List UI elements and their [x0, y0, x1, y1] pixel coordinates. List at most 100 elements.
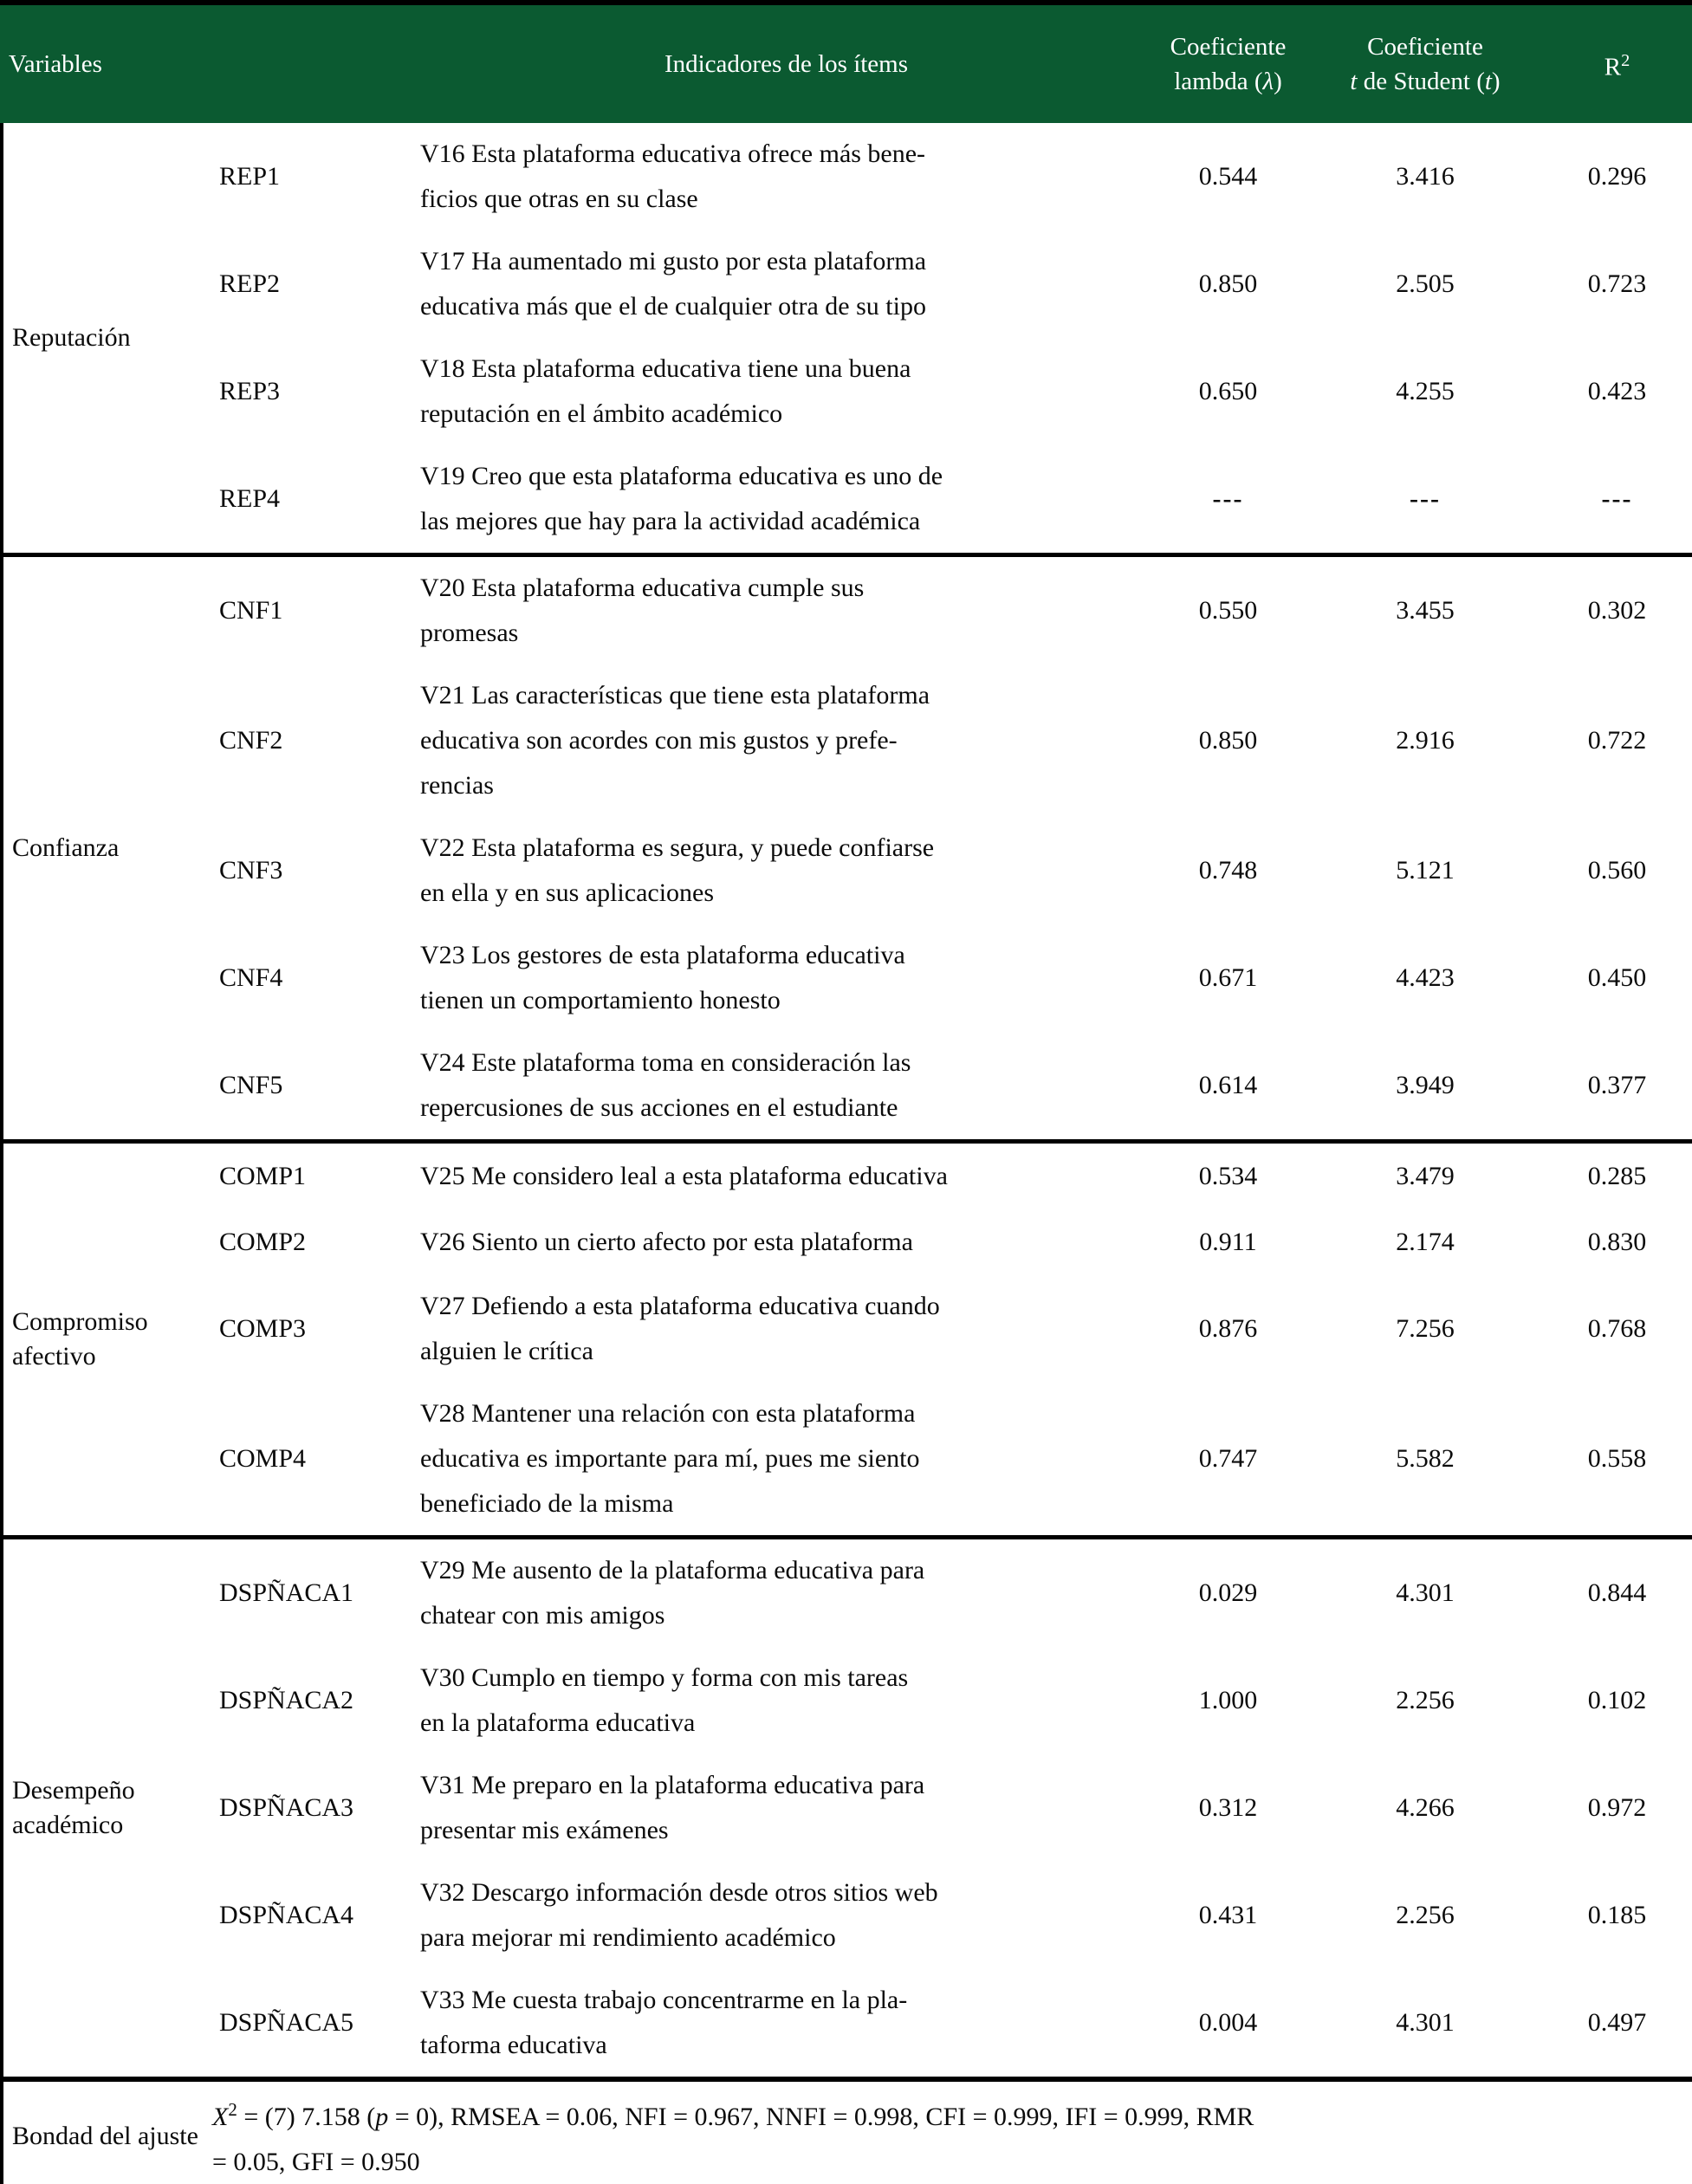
- item-code: COMP2: [219, 1228, 307, 1256]
- lambda-value: 0.431: [1152, 1870, 1304, 1960]
- fit-row-label: Bondad del ajuste: [3, 2087, 212, 2184]
- t-value: 4.266: [1304, 1763, 1546, 1853]
- t-value-text: 2.256: [1396, 1686, 1455, 1714]
- table-row: COMP4 V28 Mantener una relación con esta…: [212, 1383, 1692, 1535]
- lambda-value-text: 0.747: [1198, 1444, 1258, 1473]
- t-value: 2.256: [1304, 1870, 1546, 1960]
- section-variable-label-text: Confianza: [12, 833, 120, 862]
- r2-value: 0.497: [1546, 1978, 1688, 2068]
- lambda-value: 0.748: [1152, 826, 1304, 916]
- r2-value-text: 0.830: [1587, 1228, 1647, 1256]
- table-row: REP2 V17 Ha aumentado mi gusto por esta …: [212, 230, 1692, 338]
- table-row: DSPÑACA4 V32 Descargo información desde …: [212, 1862, 1692, 1969]
- table-row: CNF4 V23 Los gestores de esta plataforma…: [212, 924, 1692, 1032]
- item-text-content: V17 Ha aumentado mi gusto por esta plata…: [420, 247, 927, 321]
- item-text: V22 Esta plataforma es segura, y puede c…: [420, 826, 1152, 916]
- section-variable-label: Confianza: [3, 557, 212, 1139]
- col-header-indicators: Indicadores de los ítems: [664, 50, 909, 78]
- t-value-text: 3.455: [1396, 596, 1455, 625]
- lambda-value: 0.850: [1152, 673, 1304, 808]
- t-value: 2.256: [1304, 1656, 1546, 1746]
- item-text: V17 Ha aumentado mi gusto por esta plata…: [420, 239, 1152, 329]
- table-row: COMP3 V27 Defiendo a esta plataforma edu…: [212, 1275, 1692, 1383]
- item-code: COMP4: [219, 1444, 307, 1473]
- item-text: V21 Las características que tiene esta p…: [420, 673, 1152, 808]
- r2-value-text: 0.558: [1587, 1444, 1647, 1473]
- item-text-content: V25 Me considero leal a esta plataforma …: [420, 1162, 948, 1190]
- r2-value-text: 0.723: [1587, 269, 1647, 298]
- item-text-content: V29 Me ausento de la plataforma educativ…: [420, 1556, 925, 1630]
- t-value: 2.174: [1304, 1218, 1546, 1267]
- t-value-text: 2.174: [1396, 1228, 1455, 1256]
- r2-value: 0.302: [1546, 566, 1688, 656]
- section-rows: DSPÑACA1 V29 Me ausento de la plataforma…: [212, 1539, 1692, 2077]
- lambda-value-text: 0.650: [1198, 377, 1258, 405]
- lambda-value-text: 0.550: [1198, 596, 1258, 625]
- lambda-value: 0.550: [1152, 566, 1304, 656]
- item-code: DSPÑACA2: [219, 1686, 354, 1714]
- item-text-content: V24 Este plataforma toma en consideració…: [420, 1048, 911, 1122]
- lambda-value-text: ---: [1212, 484, 1244, 513]
- item-text: V33 Me cuesta trabajo concentrarme en la…: [420, 1978, 1152, 2068]
- item-code: DSPÑACA3: [219, 1793, 354, 1822]
- lambda-value: 0.534: [1152, 1152, 1304, 1201]
- item-text-content: V19 Creo que esta plataforma educativa e…: [420, 462, 943, 535]
- lambda-value: ---: [1152, 454, 1304, 544]
- table-row: CNF2 V21 Las características que tiene e…: [212, 664, 1692, 817]
- r2-value: 0.377: [1546, 1040, 1688, 1131]
- item-text: V24 Este plataforma toma en consideració…: [420, 1040, 1152, 1131]
- t-value-text: 4.301: [1396, 1578, 1455, 1607]
- r2-value-text: 0.296: [1587, 162, 1647, 191]
- item-text: V18 Esta plataforma educativa tiene una …: [420, 347, 1152, 437]
- table-row: CNF5 V24 Este plataforma toma en conside…: [212, 1032, 1692, 1139]
- lambda-value: 0.004: [1152, 1978, 1304, 2068]
- t-value-text: 3.416: [1396, 162, 1455, 191]
- p-symbol: p: [375, 2103, 389, 2131]
- section-variable-label: Desempeño académico: [3, 1539, 212, 2077]
- r2-base: R: [1604, 53, 1622, 81]
- table-row: DSPÑACA1 V29 Me ausento de la plataforma…: [212, 1539, 1692, 1647]
- lambda-value-text: 0.850: [1198, 269, 1258, 298]
- t-value: 3.479: [1304, 1152, 1546, 1201]
- t-value: 4.301: [1304, 1548, 1546, 1638]
- t-value: 4.255: [1304, 347, 1546, 437]
- t-value-text: 4.255: [1396, 377, 1455, 405]
- r2-value: 0.450: [1546, 933, 1688, 1023]
- lambda-value: 0.312: [1152, 1763, 1304, 1853]
- col-header-student-t: Coeficiente t de Student (t): [1304, 29, 1546, 99]
- t-value: 5.582: [1304, 1391, 1546, 1526]
- t-value: 7.256: [1304, 1284, 1546, 1374]
- t-value: 3.949: [1304, 1040, 1546, 1131]
- item-code: DSPÑACA4: [219, 1901, 354, 1929]
- section-variable-label-text: Reputación: [12, 323, 131, 352]
- lambda-value: 0.029: [1152, 1548, 1304, 1638]
- t-value: 5.121: [1304, 826, 1546, 916]
- item-text-content: V23 Los gestores de esta plataforma educ…: [420, 941, 905, 1014]
- item-text-content: V32 Descargo información desde otros sit…: [420, 1878, 938, 1952]
- lambda-value: 0.650: [1152, 347, 1304, 437]
- item-text-content: V16 Esta plataforma educativa ofrece más…: [420, 139, 926, 213]
- lambda-value-text: 0.029: [1198, 1578, 1258, 1607]
- fit-stats-part2: = 0), RMSEA = 0.06, NFI = 0.967, NNFI = …: [212, 2103, 1254, 2176]
- lambda-value: 0.850: [1152, 239, 1304, 329]
- item-text: V20 Esta plataforma educativa cumple sus…: [420, 566, 1152, 656]
- r2-value: 0.102: [1546, 1656, 1688, 1746]
- lambda-value-text: 0.850: [1198, 726, 1258, 755]
- section-variable-label: Compromiso afectivo: [3, 1144, 212, 1535]
- t-value: 2.505: [1304, 239, 1546, 329]
- section-variable-label-text: Compromiso afectivo: [12, 1307, 148, 1371]
- t-value: 4.301: [1304, 1978, 1546, 2068]
- item-text: V29 Me ausento de la plataforma educativ…: [420, 1548, 1152, 1638]
- table-row: CNF1 V20 Esta plataforma educativa cumpl…: [212, 557, 1692, 664]
- r2-value-text: 0.185: [1587, 1901, 1647, 1929]
- item-code: REP3: [219, 377, 281, 405]
- table-row: DSPÑACA3 V31 Me preparo en la plataforma…: [212, 1754, 1692, 1862]
- lambda-value-text: 0.534: [1198, 1162, 1258, 1190]
- item-text-content: V26 Siento un cierto afecto por esta pla…: [420, 1228, 913, 1256]
- item-code: DSPÑACA1: [219, 1578, 354, 1607]
- col-header-lambda: Coeficiente lambda (λ): [1152, 29, 1304, 99]
- lambda-symbol: λ: [1262, 68, 1274, 95]
- t-value-text: 4.423: [1396, 963, 1455, 992]
- col-header-variables: Variables: [9, 50, 102, 78]
- col-header-lambda-line2a: lambda (: [1174, 68, 1263, 95]
